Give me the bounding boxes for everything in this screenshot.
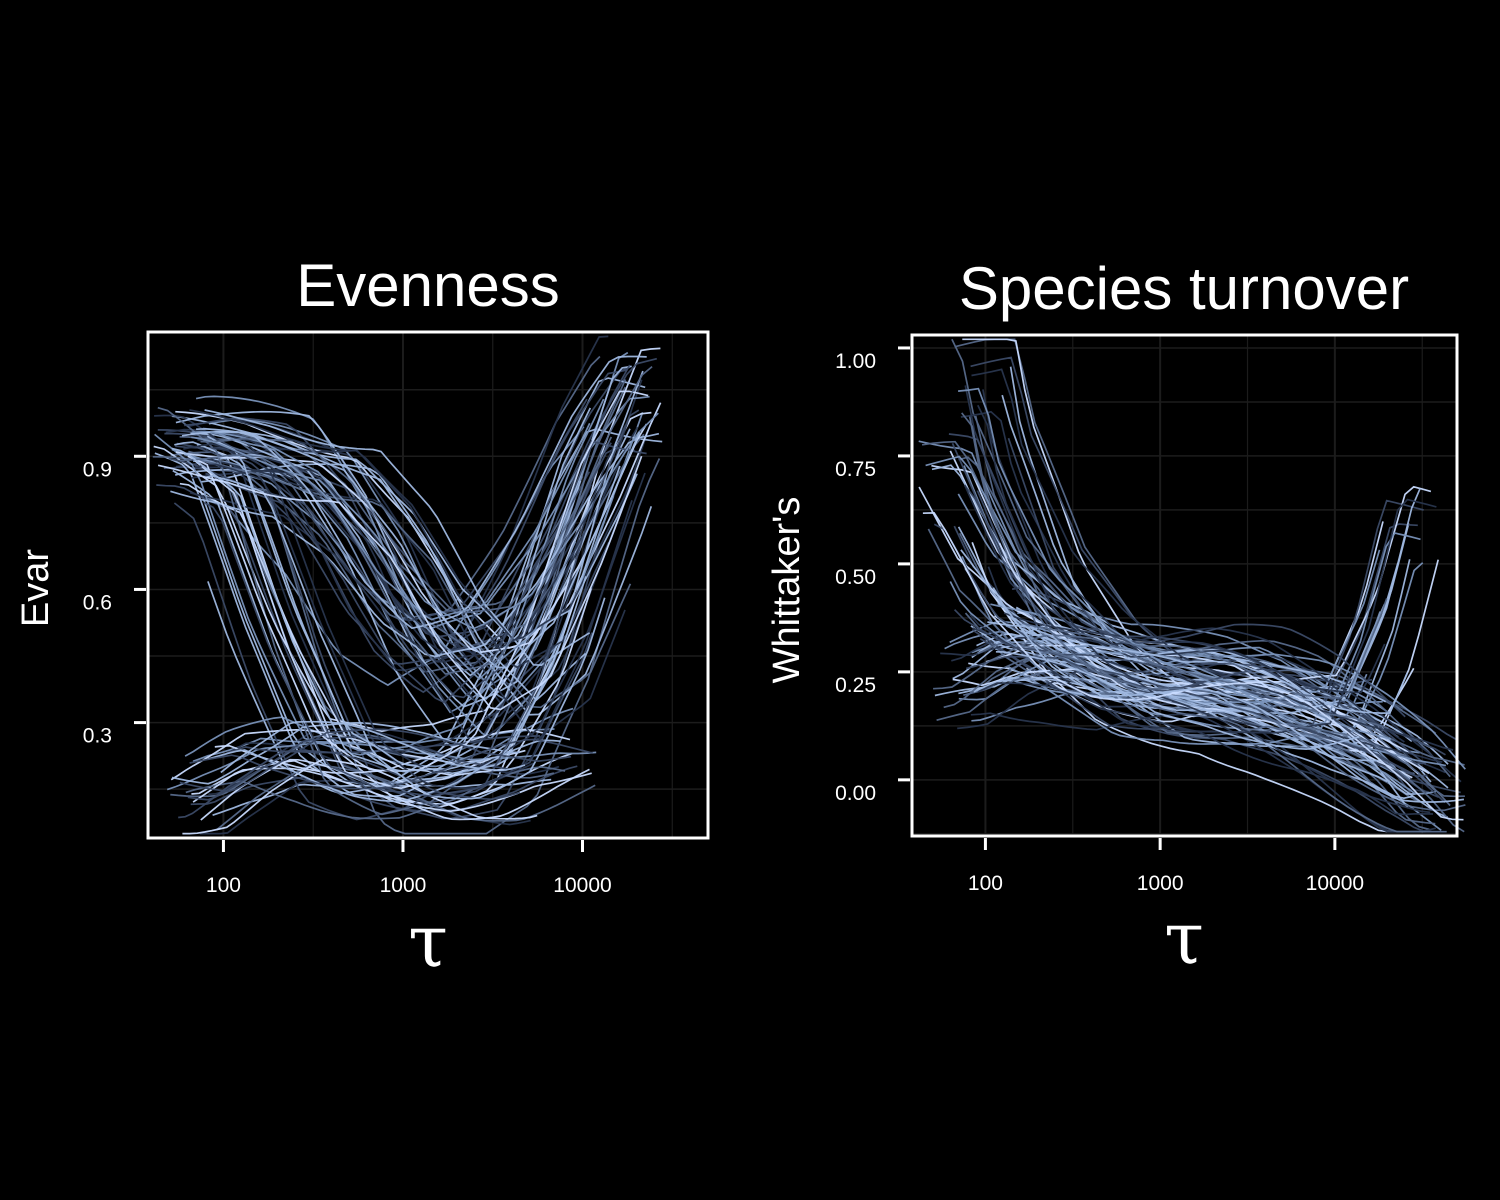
species-turnover-axis-ticks: 100 1000 10000 0.00 0.25 0.50 0.75 1.00 [835, 346, 1364, 895]
evenness-series-line [196, 355, 647, 630]
species-turnover-series-line [971, 368, 1454, 751]
evenness-series-line [191, 436, 577, 681]
evenness-series-line [178, 749, 521, 819]
evenness-series-line [210, 422, 591, 621]
evenness-series-line [166, 742, 597, 791]
evenness-x-tick-label: 100 [206, 874, 241, 897]
evenness-x-tick-label: 10000 [553, 874, 611, 897]
species-turnover-y-axis-label: Whittaker's [766, 497, 808, 684]
evenness-series-line [203, 409, 640, 798]
species-turnover-series-line [953, 609, 1428, 778]
species-turnover-x-tick-label: 100 [968, 872, 1003, 895]
evenness-y-tick-label: 0.3 [83, 725, 112, 748]
evenness-series-line [188, 386, 627, 761]
evenness-plot-frame [146, 330, 710, 840]
evenness-series-line [182, 758, 538, 835]
evenness-y-axis-label: Evar [15, 549, 57, 627]
species-turnover-series-line [977, 404, 1431, 814]
species-turnover-series-line [958, 532, 1465, 798]
species-turnover-x-axis-label: τ [1164, 896, 1204, 980]
evenness-series-line [184, 364, 631, 652]
evenness-y-tick-label: 0.6 [83, 591, 112, 614]
evenness-series-line [179, 355, 601, 620]
species-turnover-series-line [1021, 598, 1388, 699]
species-turnover-plot-frame [910, 333, 1459, 838]
evenness-series-line [179, 365, 653, 675]
evenness-series-line [154, 407, 592, 798]
evenness-title: Evenness [296, 252, 560, 319]
evenness-series-line [191, 430, 587, 702]
species-turnover-series-line [1003, 612, 1386, 694]
evenness-series-line [202, 427, 591, 646]
evenness-series-line [183, 443, 646, 774]
species-turnover-series-line [961, 412, 1466, 812]
evenness-series-line [207, 458, 626, 741]
species-turnover-series-line [987, 621, 1409, 714]
species-turnover-y-tick-label: 0.25 [835, 674, 876, 697]
species-turnover-series-line [972, 498, 1437, 734]
species-turnover-series-line [933, 634, 1389, 730]
species-turnover-series-line [1005, 549, 1381, 704]
evenness-series-line [171, 395, 650, 630]
evenness-series-line [170, 432, 660, 658]
evenness-x-axis-label: τ [408, 899, 448, 983]
species-turnover-x-tick-label: 10000 [1306, 872, 1364, 895]
evenness-series-line [212, 446, 599, 669]
species-turnover-series-line [925, 455, 1466, 770]
species-turnover-series-line [951, 338, 1465, 766]
evenness-series-line [170, 733, 555, 798]
species-turnover-series-line [964, 385, 1407, 765]
evenness-series-line [175, 423, 648, 654]
species-turnover-series-line [949, 581, 1436, 795]
species-turnover-series-line [943, 650, 1451, 807]
evenness-series-line [191, 412, 659, 630]
evenness-series-line [191, 468, 577, 744]
species-turnover-y-tick-label: 1.00 [835, 350, 876, 373]
evenness-x-tick-label: 1000 [380, 874, 427, 897]
species-turnover-title: Species turnover [959, 255, 1409, 322]
species-turnover-series-lines [918, 338, 1466, 833]
species-turnover-series-line [971, 523, 1418, 709]
evenness-axis-ticks: 100 1000 10000 0.3 0.6 0.9 [83, 454, 612, 897]
evenness-series-line [189, 738, 594, 790]
evenness-series-line [170, 451, 661, 835]
species-turnover-series-line [1008, 532, 1421, 745]
evenness-series-line [197, 463, 633, 789]
evenness-series-line [204, 475, 606, 800]
species-turnover-series-line [998, 542, 1413, 779]
species-turnover-series-line [973, 678, 1414, 800]
evenness-series-line [171, 447, 587, 773]
evenness-series-line [157, 455, 643, 711]
evenness-series-line [190, 765, 578, 812]
species-turnover-x-tick-label: 1000 [1137, 872, 1184, 895]
evenness-panel: Evenness Evar τ 100 1000 10000 0.3 0.6 0.9 [15, 252, 710, 983]
species-turnover-series-line [977, 682, 1434, 816]
species-turnover-series-line [964, 484, 1446, 756]
evenness-series-line [157, 379, 627, 816]
evenness-series-line [152, 455, 632, 709]
evenness-series-line [200, 436, 613, 615]
evenness-series-line [205, 440, 647, 704]
species-turnover-y-tick-label: 0.75 [835, 458, 876, 481]
evenness-y-tick-label: 0.9 [83, 458, 112, 481]
evenness-series-line [220, 720, 526, 774]
species-turnover-series-line [951, 442, 1461, 794]
species-turnover-series-line [985, 644, 1430, 775]
species-turnover-series-line [995, 650, 1360, 751]
evenness-series-line [200, 758, 590, 821]
evenness-series-lines [152, 335, 663, 835]
evenness-series-line [179, 728, 572, 793]
evenness-series-line [204, 409, 591, 666]
species-turnover-series-line [963, 484, 1405, 743]
species-turnover-series-line [992, 587, 1465, 803]
species-turnover-y-tick-label: 0.00 [835, 782, 876, 805]
species-turnover-series-line [948, 433, 1406, 718]
evenness-series-line [187, 735, 513, 801]
species-turnover-panel: Species turnover Whittaker's τ 100 1000 10… [766, 255, 1466, 980]
species-turnover-y-tick-label: 0.50 [835, 566, 876, 589]
species-turnover-series-line [1002, 676, 1382, 762]
